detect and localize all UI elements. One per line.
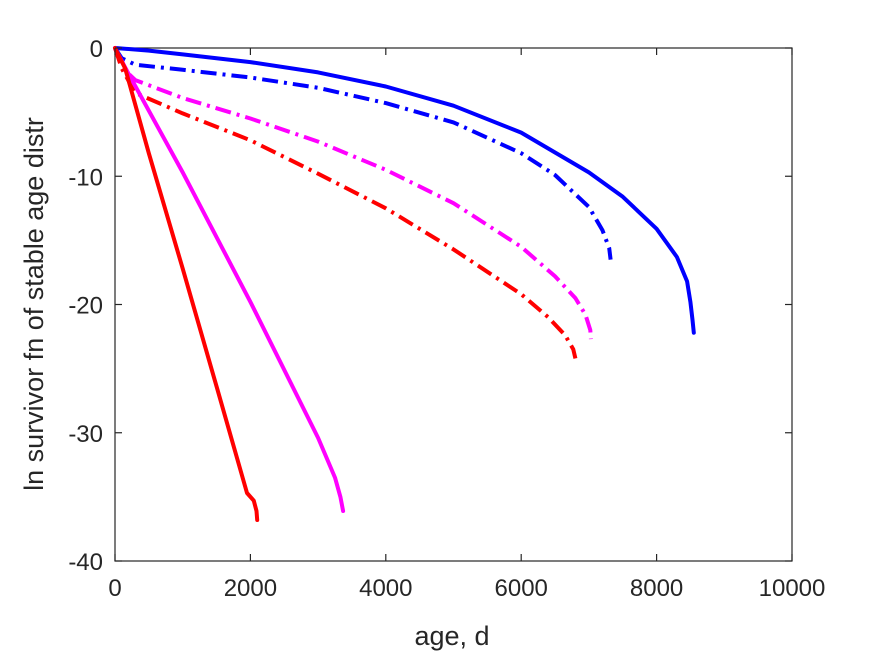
series-line-5-solid <box>113 46 346 513</box>
x-tick-label: 4000 <box>359 575 412 602</box>
y-axis-ticks: 0 -10 -20 -30 -40 <box>68 36 792 576</box>
series-layer <box>113 46 696 522</box>
axes-box <box>114 47 793 562</box>
x-tick-label: 6000 <box>495 575 548 602</box>
series-line-2-dashdot <box>113 46 613 260</box>
x-axis-label: age, d <box>414 621 489 651</box>
y-axis-label: ln survivor fn of stable age distr <box>19 117 49 491</box>
y-tick-label: -10 <box>68 164 103 191</box>
series-line-4-dashdot <box>113 47 578 359</box>
series-line-1-solid <box>113 46 696 335</box>
y-tick-label: 0 <box>90 36 103 63</box>
series-line-3-dashdot <box>113 47 593 340</box>
y-tick-label: -30 <box>68 421 103 448</box>
x-axis-ticks: 0 2000 4000 6000 8000 10000 <box>108 48 825 602</box>
y-tick-label: -40 <box>68 549 103 576</box>
x-tick-label: 0 <box>108 575 121 602</box>
x-tick-label: 10000 <box>759 575 826 602</box>
y-tick-label: -20 <box>68 293 103 320</box>
plot-area <box>114 47 793 562</box>
series-line-6-solid <box>113 46 260 522</box>
x-tick-label: 8000 <box>630 575 683 602</box>
x-tick-label: 2000 <box>224 575 277 602</box>
